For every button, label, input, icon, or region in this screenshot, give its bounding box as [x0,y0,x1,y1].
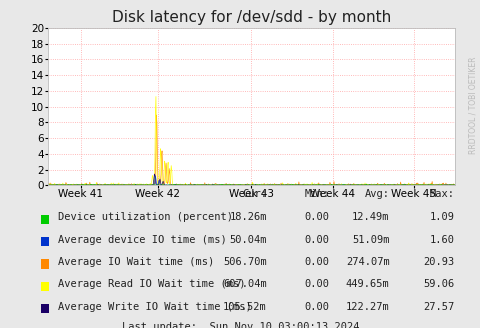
Text: 0.00: 0.00 [304,279,329,289]
Text: 51.09m: 51.09m [351,235,389,245]
Text: 50.04m: 50.04m [229,235,266,245]
Text: Cur:: Cur: [241,189,266,199]
Text: 506.70m: 506.70m [223,257,266,267]
Text: 105.52m: 105.52m [223,302,266,312]
Text: Last update:  Sun Nov 10 03:00:13 2024: Last update: Sun Nov 10 03:00:13 2024 [121,322,359,328]
Text: Avg:: Avg: [364,189,389,199]
Text: RRDTOOL / TOBI OETIKER: RRDTOOL / TOBI OETIKER [468,56,477,154]
Text: 59.06: 59.06 [422,279,454,289]
Text: 27.57: 27.57 [422,302,454,312]
Text: 449.65m: 449.65m [345,279,389,289]
Text: Max:: Max: [429,189,454,199]
Text: Average device IO time (ms): Average device IO time (ms) [58,235,226,245]
Text: 12.49m: 12.49m [351,213,389,222]
Text: Min:: Min: [304,189,329,199]
Text: 1.09: 1.09 [429,213,454,222]
Text: 274.07m: 274.07m [345,257,389,267]
Text: Average Write IO Wait time (ms): Average Write IO Wait time (ms) [58,302,251,312]
Text: 0.00: 0.00 [304,257,329,267]
Text: 0.00: 0.00 [304,302,329,312]
Text: Average Read IO Wait time (ms): Average Read IO Wait time (ms) [58,279,245,289]
Text: 607.04m: 607.04m [223,279,266,289]
Text: Device utilization (percent): Device utilization (percent) [58,213,232,222]
Text: 122.27m: 122.27m [345,302,389,312]
Text: 20.93: 20.93 [422,257,454,267]
Text: 1.60: 1.60 [429,235,454,245]
Title: Disk latency for /dev/sdd - by month: Disk latency for /dev/sdd - by month [111,10,390,25]
Text: 0.00: 0.00 [304,213,329,222]
Text: 18.26m: 18.26m [229,213,266,222]
Text: 0.00: 0.00 [304,235,329,245]
Text: Average IO Wait time (ms): Average IO Wait time (ms) [58,257,214,267]
